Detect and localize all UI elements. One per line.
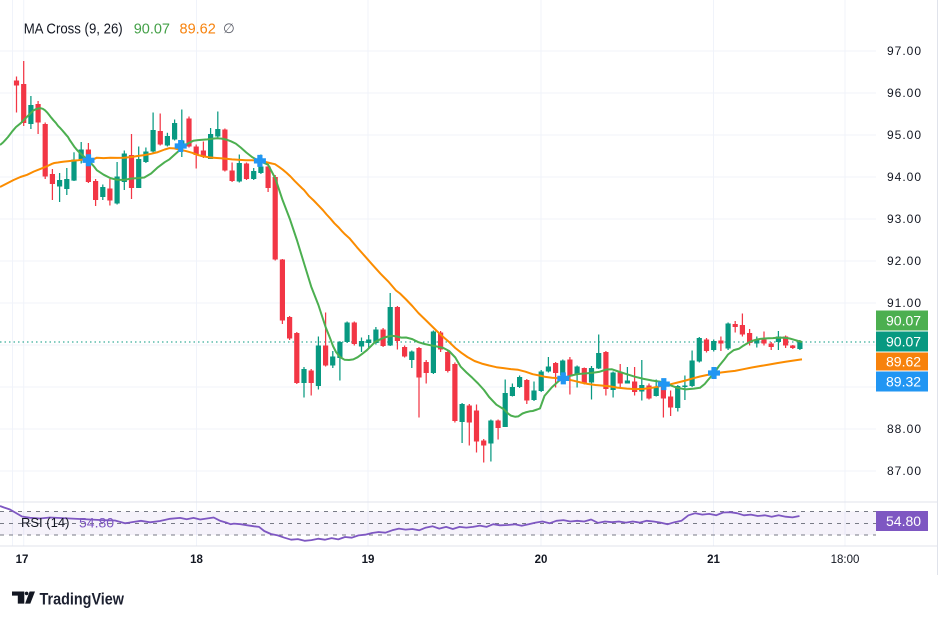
svg-text:93.00: 93.00 (887, 212, 922, 226)
svg-text:20: 20 (535, 554, 548, 566)
svg-text:90.07: 90.07 (886, 313, 921, 329)
svg-text:87.00: 87.00 (887, 464, 922, 478)
svg-text:90.07: 90.07 (886, 334, 921, 350)
svg-text:19: 19 (362, 554, 375, 566)
svg-text:54.80: 54.80 (886, 513, 921, 529)
svg-text:88.00: 88.00 (887, 422, 922, 436)
svg-text:TradingView: TradingView (40, 591, 125, 609)
svg-text:91.00: 91.00 (887, 296, 922, 310)
svg-text:90.07: 90.07 (134, 22, 170, 38)
svg-text:94.00: 94.00 (887, 170, 922, 184)
svg-text:∅: ∅ (223, 21, 235, 36)
svg-text:92.00: 92.00 (887, 254, 922, 268)
svg-text:54.80: 54.80 (79, 515, 114, 531)
svg-text:21: 21 (707, 554, 720, 566)
svg-text:17: 17 (16, 554, 29, 566)
svg-text:97.00: 97.00 (887, 44, 922, 58)
svg-text:RSI (14): RSI (14) (21, 515, 69, 530)
svg-text:89.62: 89.62 (180, 22, 216, 38)
svg-text:96.00: 96.00 (887, 86, 922, 100)
svg-text:MA Cross (9, 26): MA Cross (9, 26) (24, 22, 123, 38)
svg-text:89.32: 89.32 (886, 374, 921, 390)
svg-text:18: 18 (190, 554, 203, 566)
svg-text:89.62: 89.62 (886, 354, 921, 370)
svg-text:18:00: 18:00 (831, 554, 860, 566)
svg-text:95.00: 95.00 (887, 128, 922, 142)
